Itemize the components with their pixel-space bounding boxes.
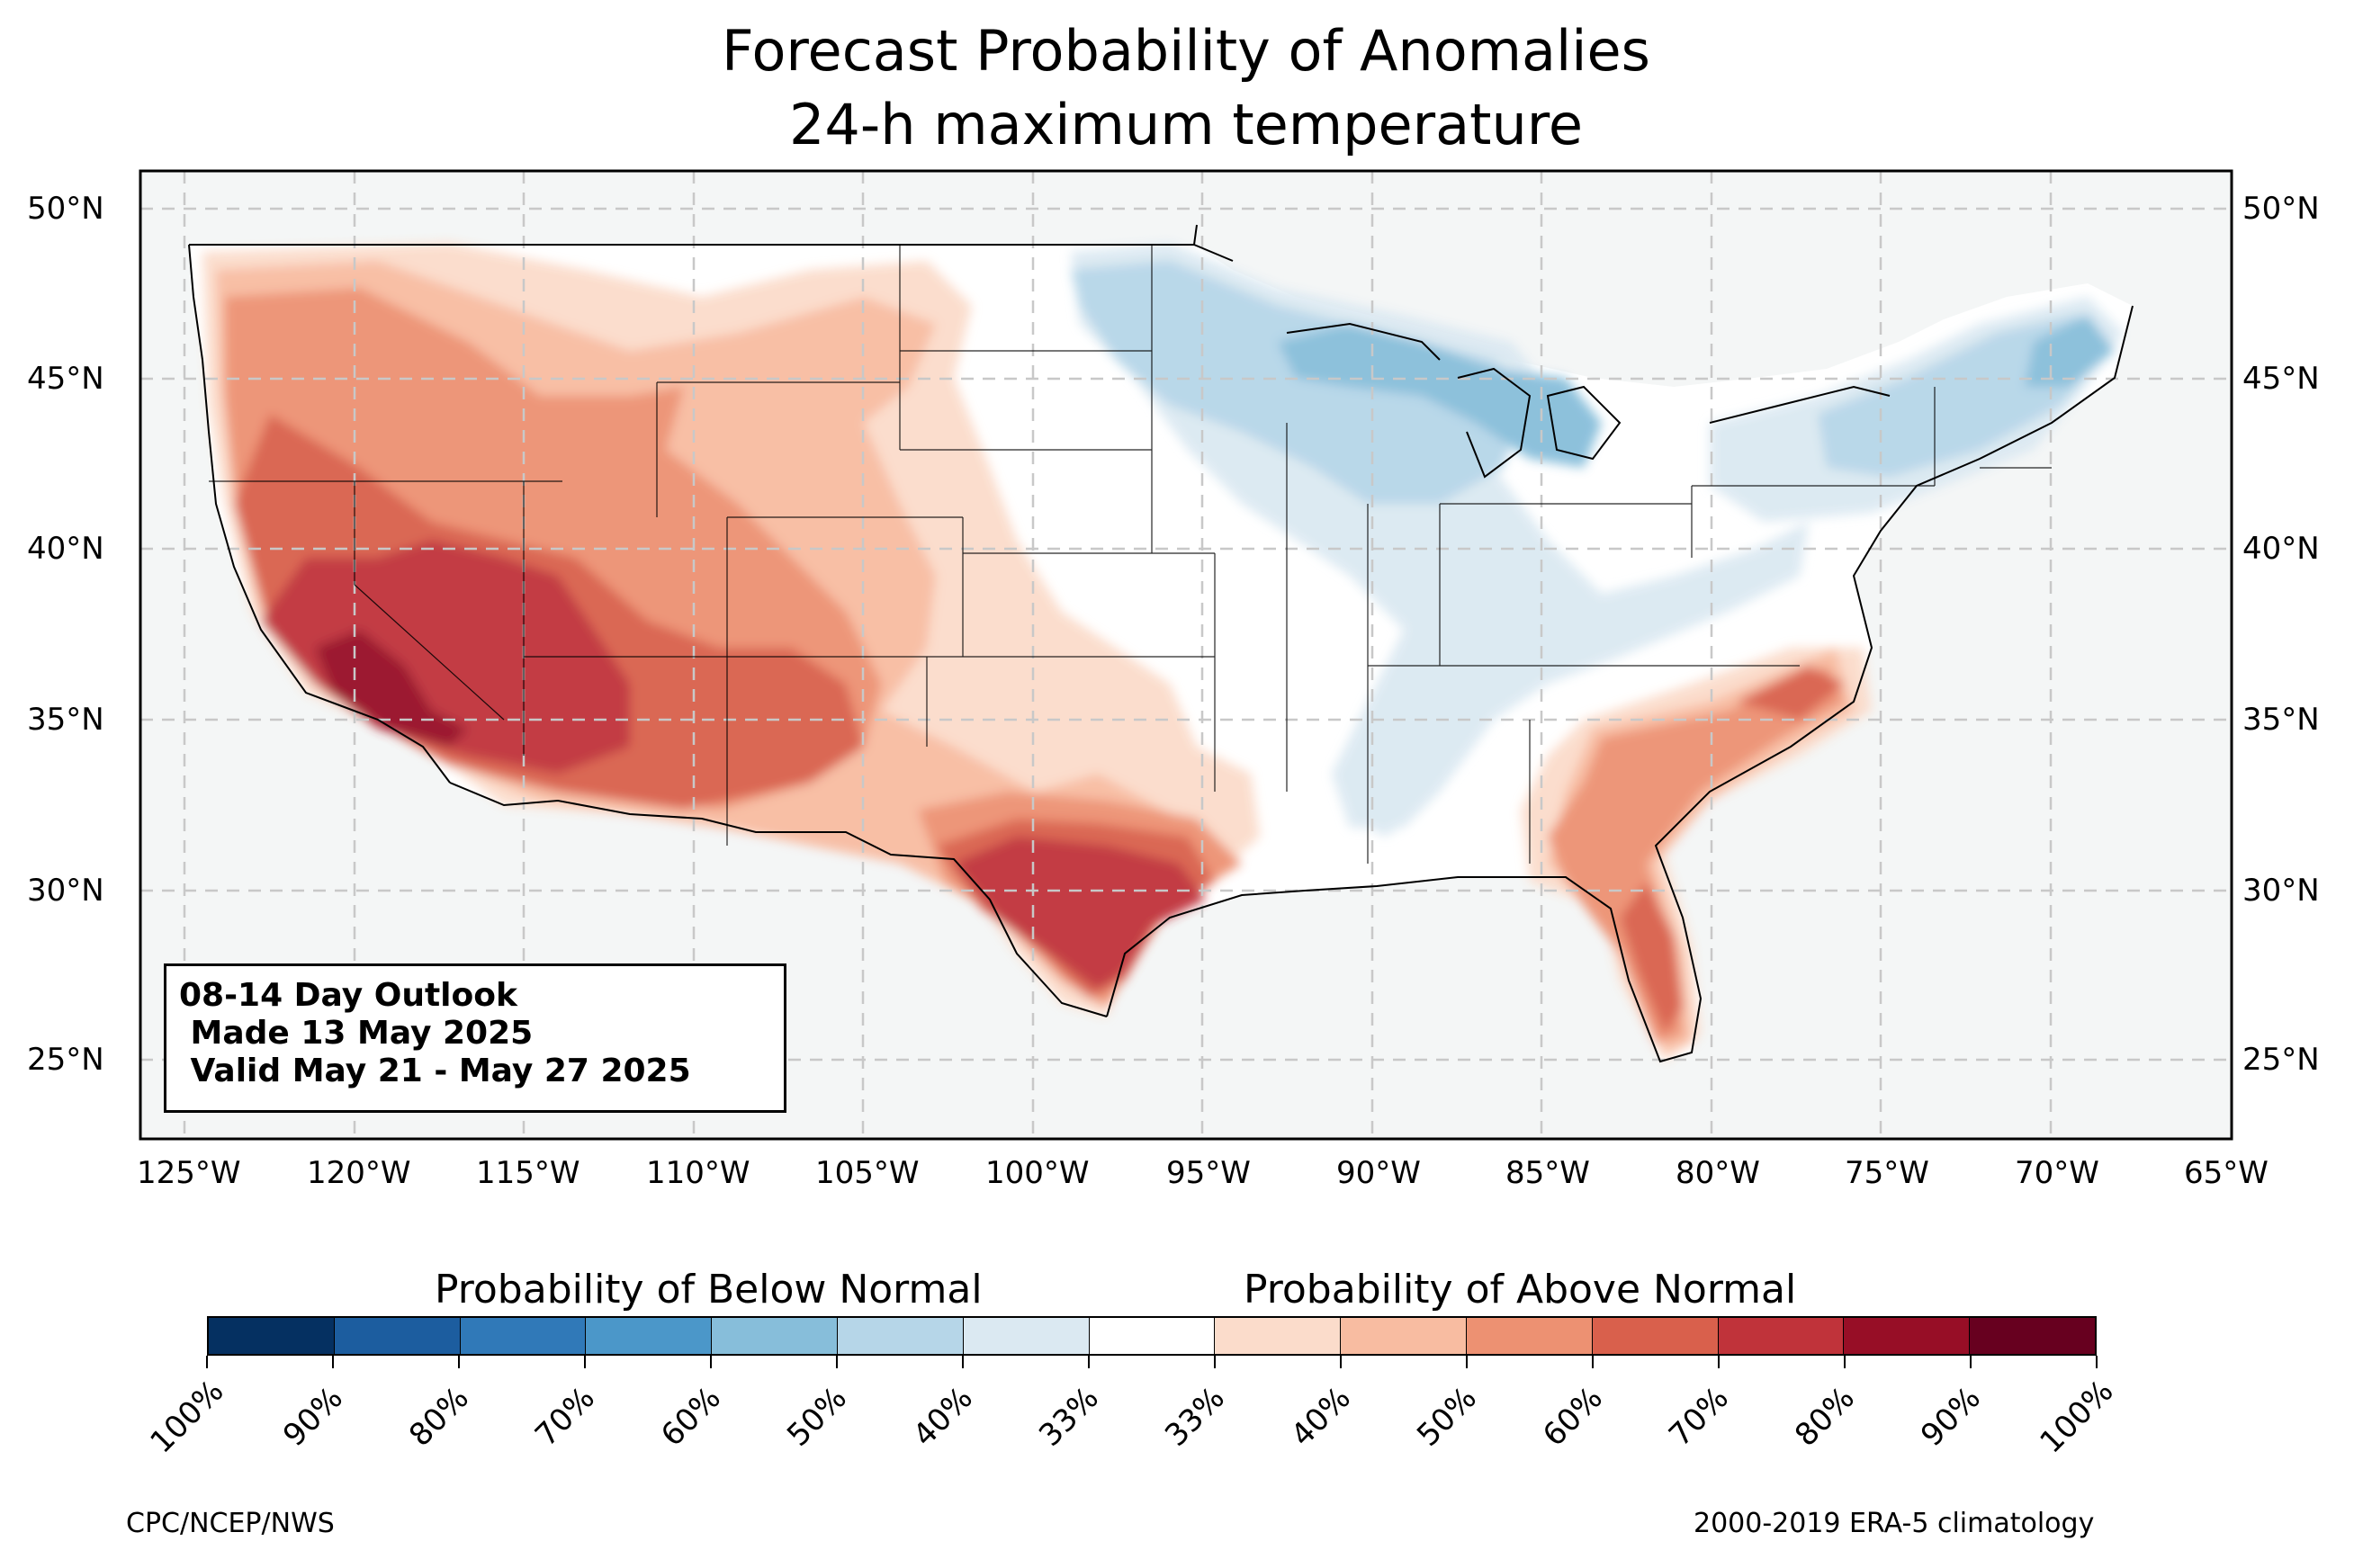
colorbar-bin-1	[334, 1318, 461, 1354]
borders	[188, 224, 2134, 1063]
colorbar-tick	[2096, 1356, 2098, 1368]
lat-label-left-35: 35°N	[27, 702, 104, 738]
canada-border	[189, 224, 1234, 262]
colorbar-bin-2	[460, 1318, 587, 1354]
colorbar-bin-0	[209, 1318, 335, 1354]
lon-label-70w: 70°W	[2015, 1155, 2099, 1191]
lon-label-125w: 125°W	[137, 1155, 241, 1191]
lon-label-120w: 120°W	[307, 1155, 411, 1191]
map-frame	[139, 169, 2233, 1141]
lon-label-110w: 110°W	[646, 1155, 750, 1191]
colorbar-tick	[962, 1356, 964, 1368]
colorbar-above-label: Probability of Above Normal	[1244, 1267, 1797, 1313]
colorbar-tick	[1214, 1356, 1216, 1368]
colorbar-tick	[206, 1356, 208, 1368]
lat-label-left-50: 50°N	[27, 191, 104, 227]
colorbar-tick	[458, 1356, 460, 1368]
state-lines	[209, 245, 2052, 864]
colorbar-bin-6	[963, 1318, 1090, 1354]
lon-label-95w: 95°W	[1166, 1155, 1251, 1191]
outlook-made-date: Made 13 May 2025	[179, 1015, 534, 1052]
colorbar-bin-11	[1592, 1318, 1719, 1354]
lon-label-65w: 65°W	[2184, 1155, 2269, 1191]
colorbar-below-label: Probability of Below Normal	[435, 1267, 983, 1313]
above-60-70-florida	[1620, 882, 1683, 1035]
colorbar-bin-12	[1718, 1318, 1845, 1354]
lat-label-right-45: 45°N	[2242, 361, 2320, 397]
colorbar-tick	[1340, 1356, 1342, 1368]
gulf-coast	[1106, 305, 2134, 1063]
below-50-60-greatlakes	[1278, 324, 1602, 468]
lon-label-90w: 90°W	[1336, 1155, 1421, 1191]
colorbar-tick	[1592, 1356, 1594, 1368]
colorbar	[207, 1316, 2097, 1356]
map-title-line1: Forecast Probability of Anomalies	[722, 18, 1650, 84]
lon-label-80w: 80°W	[1676, 1155, 1760, 1191]
lat-label-right-50: 50°N	[2242, 191, 2320, 227]
colorbar-tick	[836, 1356, 838, 1368]
colorbar-bin-14	[1970, 1318, 2095, 1354]
below-50-60-newengland	[2025, 315, 2115, 387]
lon-label-105w: 105°W	[815, 1155, 920, 1191]
lon-label-100w: 100°W	[985, 1155, 1090, 1191]
lat-label-right-25: 25°N	[2242, 1042, 2320, 1078]
above-50-60-southeast	[1548, 666, 1845, 1044]
climatology-text: 2000-2019 ERA-5 climatology	[1694, 1508, 2095, 1539]
credit-text: CPC/NCEP/NWS	[126, 1508, 335, 1539]
lat-label-left-25: 25°N	[27, 1042, 104, 1078]
lat-label-right-35: 35°N	[2242, 702, 2320, 738]
colorbar-bin-9	[1341, 1318, 1467, 1354]
colorbar-tick	[584, 1356, 586, 1368]
mexico-border	[449, 782, 1108, 1017]
colorbar-bin-5	[837, 1318, 964, 1354]
colorbar-tick	[710, 1356, 712, 1368]
outlook-valid-range: Valid May 21 - May 27 2025	[179, 1053, 691, 1089]
lon-label-75w: 75°W	[1845, 1155, 1929, 1191]
lon-label-115w: 115°W	[476, 1155, 580, 1191]
colorbar-tick	[332, 1356, 334, 1368]
lat-label-left-40: 40°N	[27, 531, 104, 567]
colorbar-tick	[1718, 1356, 1720, 1368]
above-70-80-texas	[954, 837, 1206, 990]
above-60-70-carolinas	[1737, 666, 1845, 720]
lat-label-right-40: 40°N	[2242, 531, 2320, 567]
colorbar-tick	[1088, 1356, 1090, 1368]
lon-label-85w: 85°W	[1505, 1155, 1590, 1191]
colorbar-tick	[1466, 1356, 1468, 1368]
colorbar-bin-3	[586, 1318, 713, 1354]
above-80-90-southwest	[315, 630, 468, 747]
colorbar-bin-8	[1215, 1318, 1342, 1354]
colorbar-bin-4	[712, 1318, 838, 1354]
colorbar-tick	[1970, 1356, 1972, 1368]
colorbar-bin-10	[1466, 1318, 1593, 1354]
colorbar-bin-7	[1089, 1318, 1216, 1354]
map-title-line2: 24-h maximum temperature	[788, 92, 1584, 157]
lat-label-left-30: 30°N	[27, 873, 104, 909]
above-normal-shading	[202, 243, 1872, 1062]
outlook-info-box: 08-14 Day Outlook Made 13 May 2025 Valid…	[164, 963, 786, 1113]
colorbar-tick	[1844, 1356, 1846, 1368]
west-coast	[188, 244, 451, 784]
great-lakes-outline	[1286, 322, 1891, 479]
above-70-80-southwest	[261, 540, 630, 774]
lat-label-left-45: 45°N	[27, 361, 104, 397]
outlook-period: 08-14 Day Outlook	[179, 977, 517, 1014]
below-40-50-midwest	[1071, 261, 1530, 504]
lat-label-right-30: 30°N	[2242, 873, 2320, 909]
colorbar-bin-13	[1844, 1318, 1971, 1354]
